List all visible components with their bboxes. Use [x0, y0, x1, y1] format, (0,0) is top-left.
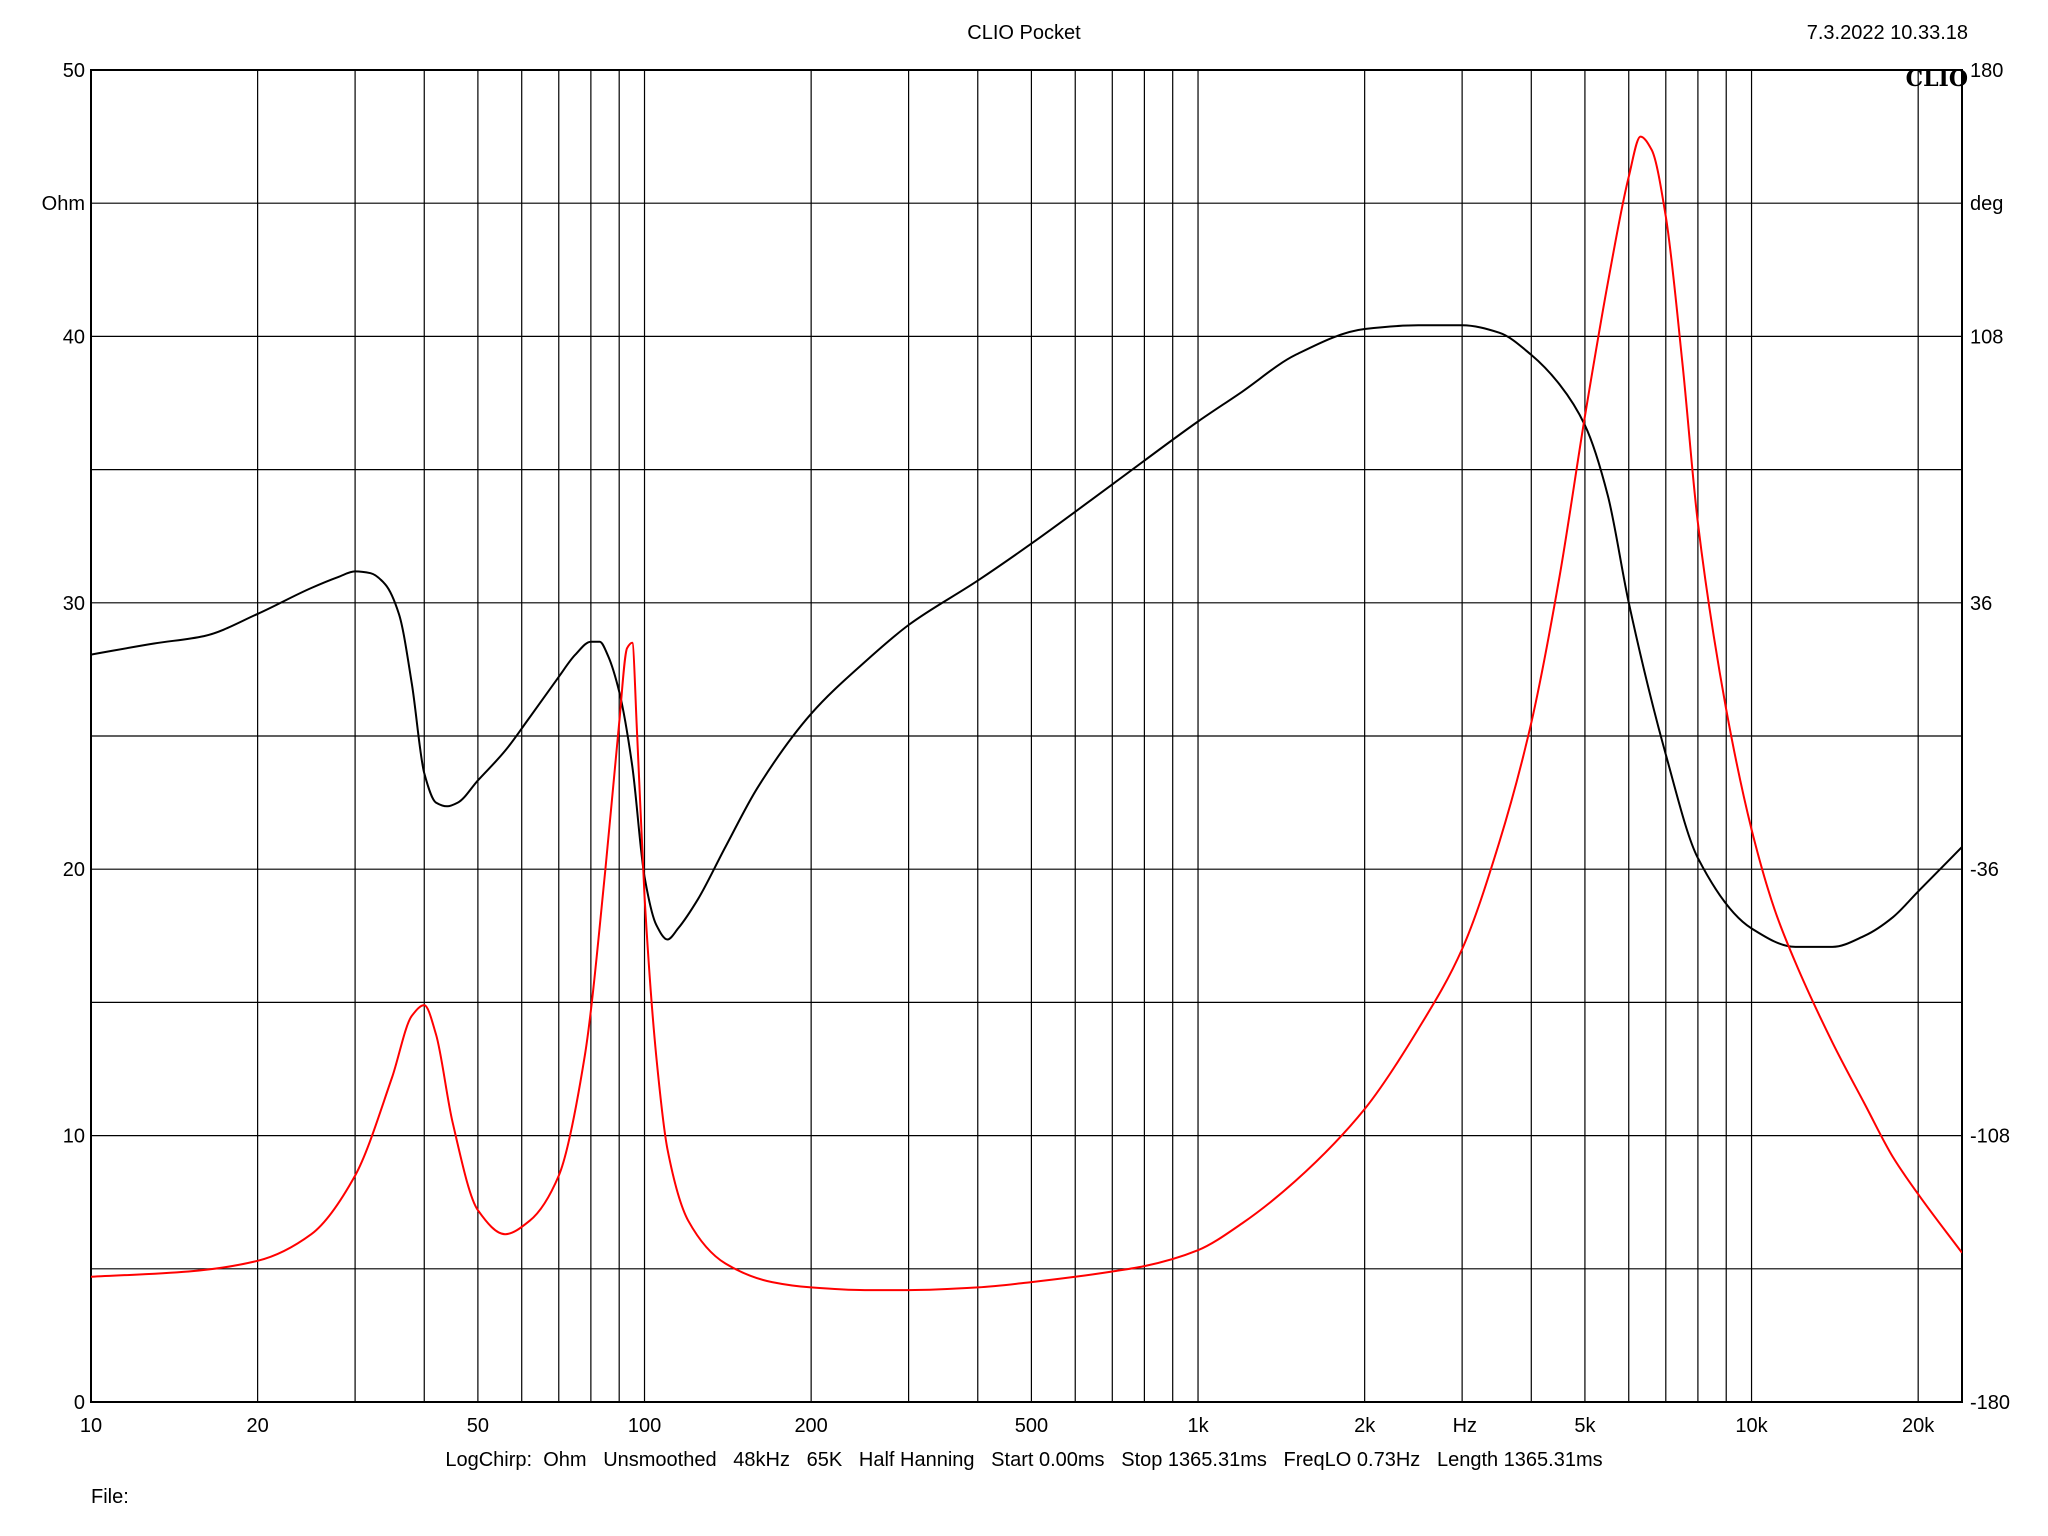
y-right-tick-label: -36 — [1970, 859, 1999, 881]
y-right-tick-label: 180 — [1970, 60, 2003, 82]
x-tick-label: 2k — [1354, 1415, 1376, 1437]
x-tick-label: 500 — [1015, 1415, 1048, 1437]
y-left-tick-label: 10 — [63, 1126, 85, 1148]
x-tick-label: 20k — [1902, 1415, 1935, 1437]
x-tick-label: 10k — [1735, 1415, 1768, 1437]
x-tick-label: 5k — [1574, 1415, 1596, 1437]
impedance-curve — [91, 135, 1962, 1292]
axis-labels: 10 20 50 100 200 500 1k 2k 5k 10k 20kHz01020304050… — [42, 60, 2010, 1437]
y-left-tick-label: 0 — [74, 1392, 85, 1414]
y-right-tick-label: -108 — [1970, 1126, 2010, 1148]
x-tick-label: 20 — [246, 1415, 268, 1437]
phase-curve — [91, 324, 1962, 948]
y-right-tick-label: 108 — [1970, 326, 2003, 348]
y-left-tick-label: 40 — [63, 326, 85, 348]
x-tick-label: 1k — [1187, 1415, 1209, 1437]
file-label: File: — [91, 1486, 129, 1508]
datetime-label: 7.3.2022 10.33.18 — [1806, 22, 1968, 44]
clio-watermark: CLIO — [1906, 66, 1968, 92]
x-unit-label: Hz — [1453, 1415, 1477, 1437]
y-left-tick-label: 20 — [63, 859, 85, 881]
x-tick-label: 100 — [628, 1415, 661, 1437]
series-layer — [91, 135, 1962, 1292]
y-left-tick-label: 50 — [63, 60, 85, 82]
chart-title: CLIO Pocket — [967, 22, 1081, 44]
x-tick-label: 50 — [467, 1415, 489, 1437]
x-tick-label: 200 — [794, 1415, 827, 1437]
plot-frame — [90, 69, 1963, 1403]
y-right-tick-label: 36 — [1970, 593, 1992, 615]
x-tick-label: 10 — [80, 1415, 102, 1437]
grid-lines — [91, 70, 1962, 1402]
y-right-unit-label: deg — [1970, 193, 2003, 215]
y-right-tick-label: -180 — [1970, 1392, 2010, 1414]
y-left-unit-label: Ohm — [42, 193, 85, 215]
y-left-tick-label: 30 — [63, 593, 85, 615]
measurement-settings: LogChirp: Ohm Unsmoothed 48kHz 65K Half … — [445, 1449, 1603, 1471]
